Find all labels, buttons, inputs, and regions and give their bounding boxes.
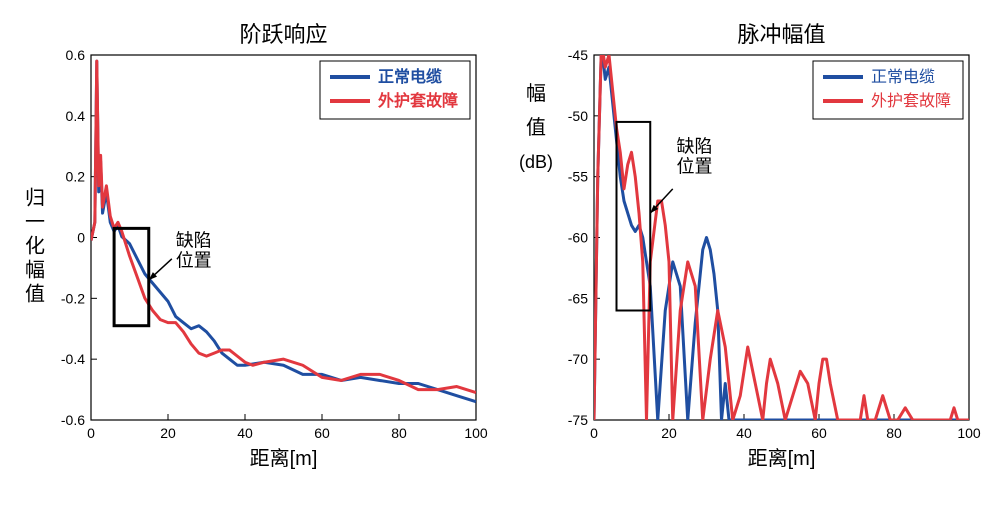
impulse-amplitude-chart: 0 20 40 60 80 100 -75 -70 -65 -60 -55 -50 -45 缺陷位置 正常电… <box>514 20 984 480</box>
defect-box <box>616 122 650 311</box>
defect-label-line-1: 位置 <box>676 156 712 176</box>
svg-text:0.2: 0.2 <box>66 169 86 185</box>
svg-text:-75: -75 <box>568 412 588 428</box>
svg-text:40: 40 <box>237 425 253 441</box>
defect-label-line-0: 缺陷 <box>676 136 712 156</box>
right-panel: 0 20 40 60 80 100 -75 -70 -65 -60 -55 -50 -45 缺陷位置 正常电… <box>514 20 984 480</box>
y-axis-label-char-3: 幅 <box>25 259 45 282</box>
defect-label-line-0: 缺陷 <box>176 231 212 251</box>
svg-text:-55: -55 <box>568 169 588 185</box>
svg-text:-65: -65 <box>568 290 588 306</box>
y-axis-label-char-1: 一 <box>25 212 45 234</box>
svg-text:60: 60 <box>314 425 330 441</box>
defect-label-line-1: 位置 <box>176 251 212 271</box>
svg-text:80: 80 <box>391 425 407 441</box>
y-axis-label-unit: (dB) <box>519 152 553 172</box>
svg-text:20: 20 <box>661 425 677 441</box>
y-axis-label-char-2: 化 <box>25 235 45 258</box>
svg-text:60: 60 <box>811 425 827 441</box>
left-panel: 0 20 40 60 80 100 -0.6 -0.4 -0.2 0 0.2 0.4 0.6 缺陷位置 正常… <box>21 20 491 480</box>
svg-text:100: 100 <box>957 425 981 441</box>
svg-text:-0.6: -0.6 <box>61 412 85 428</box>
svg-text:0: 0 <box>87 425 95 441</box>
x-axis-label: 距离[m] <box>747 447 815 470</box>
svg-text:20: 20 <box>160 425 176 441</box>
legend-label-1: 外护套故障 <box>871 92 951 110</box>
legend-label-1: 外护套故障 <box>377 91 458 110</box>
svg-text:0.4: 0.4 <box>66 108 86 124</box>
chart-title: 阶跃响应 <box>240 22 328 47</box>
svg-text:-60: -60 <box>568 230 588 246</box>
svg-text:100: 100 <box>465 425 489 441</box>
svg-text:-70: -70 <box>568 351 588 367</box>
svg-text:40: 40 <box>736 425 752 441</box>
legend-label-0: 正常电缆 <box>871 68 935 86</box>
svg-text:80: 80 <box>886 425 902 441</box>
svg-text:0.6: 0.6 <box>66 47 86 63</box>
step-response-chart: 0 20 40 60 80 100 -0.6 -0.4 -0.2 0 0.2 0.4 0.6 缺陷位置 正常… <box>21 20 491 480</box>
chart-title: 脉冲幅值 <box>737 22 825 47</box>
svg-text:-45: -45 <box>568 47 588 63</box>
y-axis-label-char-0: 归 <box>25 187 45 210</box>
svg-text:-50: -50 <box>568 108 588 124</box>
legend-label-0: 正常电缆 <box>378 67 442 86</box>
svg-text:-0.4: -0.4 <box>61 351 85 367</box>
figure: 020406080100-0.6-0.4-0.200.20.40.6缺陷位置正常… <box>0 0 1005 490</box>
defect-box <box>114 228 149 325</box>
y-axis-label-char-4: 值 <box>25 283 45 306</box>
svg-text:-0.2: -0.2 <box>61 290 85 306</box>
svg-text:0: 0 <box>77 230 85 246</box>
y-axis-label-char-1: 值 <box>526 116 546 139</box>
svg-text:0: 0 <box>590 425 598 441</box>
y-axis-label-char-0: 幅 <box>526 82 546 105</box>
x-axis-label: 距离[m] <box>250 447 318 470</box>
